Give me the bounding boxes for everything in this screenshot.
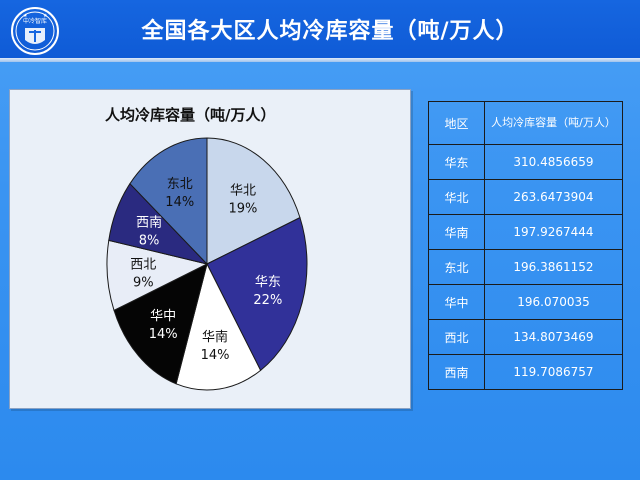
slice-label-6: 东北 — [167, 177, 193, 192]
value-cell: 119.7086757 — [484, 354, 623, 390]
header-region: 地区 — [428, 101, 485, 145]
region-cell: 华中 — [428, 284, 485, 320]
value-cell: 263.6473904 — [484, 179, 623, 215]
value-cell: 196.3861152 — [484, 249, 623, 285]
slice-label-4: 西北 — [130, 258, 156, 273]
region-cell: 东北 — [428, 249, 485, 285]
slice-percent-5: 8% — [139, 234, 160, 249]
slice-percent-2: 14% — [201, 348, 230, 363]
table-row: 西南 119.7086757 — [428, 354, 623, 390]
table-row: 华南 197.9267444 — [428, 214, 623, 250]
table-row: 东北 196.3861152 — [428, 249, 623, 285]
slice-percent-4: 9% — [133, 276, 154, 291]
value-cell: 134.8073469 — [484, 319, 623, 355]
pie-slice-1 — [206, 216, 308, 372]
data-table: 地区 人均冷库容量（吨/万人） 华东 310.4856659 华北 263.64… — [428, 101, 623, 390]
region-cell: 西南 — [428, 354, 485, 390]
region-cell: 华东 — [428, 144, 485, 180]
pie-slice-0 — [206, 137, 301, 265]
logo-icon: 中冷智库 ★ ★ — [11, 7, 59, 55]
slice-percent-0: 19% — [229, 201, 258, 216]
slice-percent-3: 14% — [149, 327, 178, 342]
pie-slice-6 — [129, 137, 208, 266]
region-cell: 华南 — [428, 214, 485, 250]
slice-label-2: 华南 — [202, 329, 228, 345]
table-row: 华北 263.6473904 — [428, 179, 623, 215]
pie-slice-3 — [113, 263, 208, 385]
table-header-row: 地区 人均冷库容量（吨/万人） — [428, 101, 623, 145]
slice-label-5: 西南 — [136, 215, 162, 231]
pie-slice-2 — [175, 262, 262, 391]
slice-label-3: 华中 — [150, 309, 176, 324]
region-cell: 西北 — [428, 319, 485, 355]
value-cell: 196.070035 — [484, 284, 623, 320]
slice-percent-6: 14% — [165, 195, 194, 210]
page-title: 全国各大区人均冷库容量（吨/万人） — [141, 19, 519, 44]
slice-label-0: 华北 — [230, 183, 256, 198]
svg-text:★: ★ — [23, 13, 28, 19]
header-capacity: 人均冷库容量（吨/万人） — [484, 101, 623, 145]
region-cell: 华北 — [428, 179, 485, 215]
chart-title: 人均冷库容量（吨/万人） — [105, 106, 276, 124]
slice-percent-1: 22% — [253, 293, 282, 308]
title-bar-rule — [0, 58, 640, 62]
title-bar — [0, 0, 640, 58]
table-row: 华东 310.4856659 — [428, 144, 623, 180]
value-cell: 197.9267444 — [484, 214, 623, 250]
value-cell: 310.4856659 — [484, 144, 623, 180]
slice-label-1: 华东 — [255, 275, 281, 290]
table-row: 华中 196.070035 — [428, 284, 623, 320]
svg-text:★: ★ — [43, 13, 48, 19]
table-row: 西北 134.8073469 — [428, 319, 623, 355]
logo-text: 中冷智库 — [23, 17, 47, 25]
